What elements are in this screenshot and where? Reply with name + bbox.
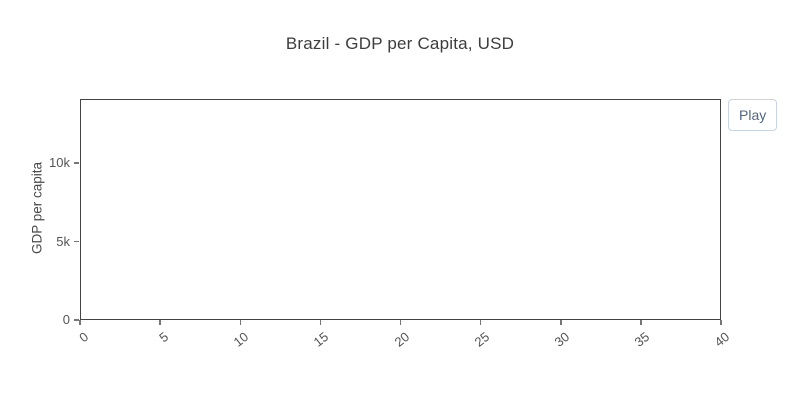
x-tick-label: 40 — [711, 329, 733, 350]
y-tick-label: 10k — [49, 155, 70, 171]
x-tick-label: 5 — [156, 329, 172, 346]
x-axis-tick-mark — [720, 320, 722, 325]
x-axis-tick-mark — [479, 320, 482, 325]
y-axis-tick-mark — [74, 240, 79, 243]
y-tick-label: 5k — [56, 233, 70, 249]
x-axis-tick-mark — [79, 320, 81, 325]
x-axis-tick-mark — [159, 320, 161, 325]
x-tick-label: 25 — [471, 329, 492, 350]
y-axis-tick-mark — [74, 162, 79, 164]
x-axis-tick-mark — [319, 320, 322, 325]
x-axis-tick-mark — [399, 320, 402, 325]
x-tick-label: 35 — [631, 329, 653, 350]
x-tick-label: 0 — [76, 329, 92, 346]
x-tick-label: 15 — [310, 329, 332, 350]
x-axis-tick-mark — [560, 320, 562, 325]
x-axis-tick-mark — [239, 320, 241, 325]
x-tick-label: 20 — [391, 329, 412, 350]
plot-area[interactable] — [80, 99, 721, 320]
y-tick-label: 0 — [62, 312, 70, 327]
x-axis-tick-mark — [640, 320, 642, 325]
play-button[interactable]: Play — [728, 99, 778, 131]
x-tick-label: 30 — [551, 329, 572, 350]
y-axis-tick-mark — [74, 319, 79, 321]
x-tick-label: 10 — [230, 329, 252, 350]
chart-title: Brazil - GDP per Capita, USD — [285, 34, 515, 53]
